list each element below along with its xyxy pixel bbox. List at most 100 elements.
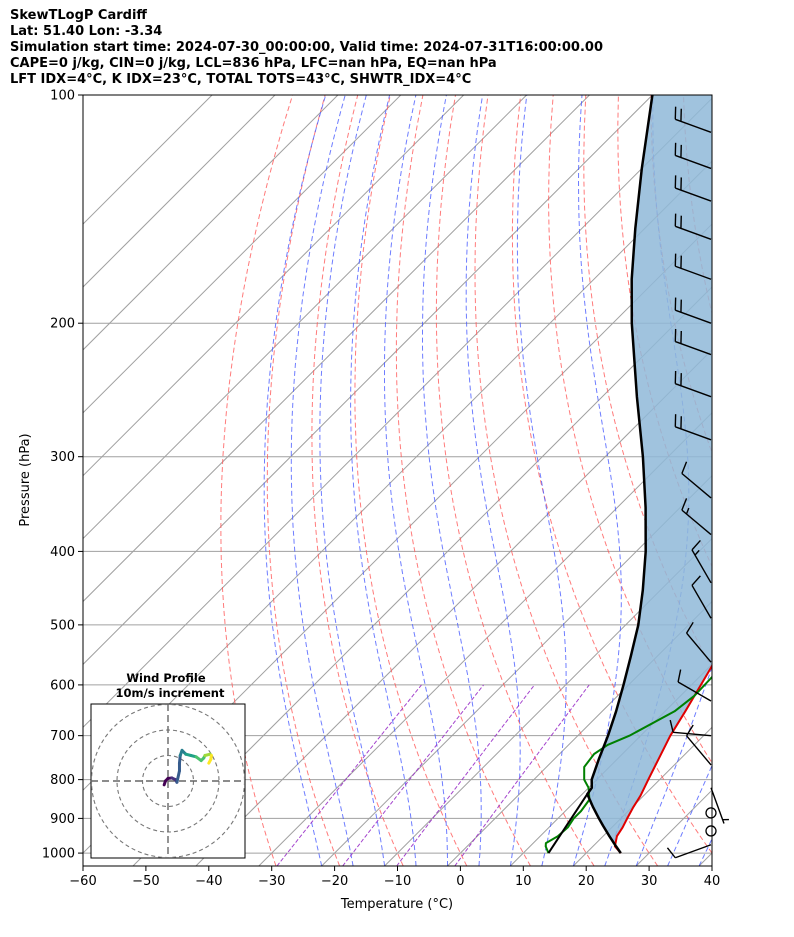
- hodograph-title: Wind Profile: [126, 671, 206, 685]
- calm-circle: [705, 807, 717, 819]
- x-tick-label: −40: [195, 874, 222, 889]
- isotherm: [83, 95, 465, 477]
- wind-barb: [681, 498, 712, 536]
- y-tick-label: 200: [50, 317, 75, 332]
- mixing-ratio-line: [276, 684, 422, 866]
- barb-shaft: [710, 787, 725, 824]
- dry-adiabat: [716, 95, 794, 866]
- dry-adiabat: [583, 95, 712, 670]
- hodograph-subtitle: 10m/s increment: [116, 686, 225, 700]
- y-tick-label: 500: [50, 618, 75, 633]
- y-tick-label: 700: [50, 729, 75, 744]
- wind-barb: [674, 106, 712, 133]
- isotherm: [83, 95, 527, 540]
- barb-flag: [691, 575, 701, 586]
- dry-adiabat: [266, 95, 341, 866]
- moist-adiabat: [263, 95, 327, 866]
- isotherm: [258, 412, 712, 866]
- dry-adiabat: [220, 95, 294, 866]
- isotherm: [83, 97, 712, 728]
- barb-shaft: [675, 154, 712, 170]
- barb-shaft: [691, 549, 712, 584]
- wind-barb: [705, 807, 717, 819]
- wind-barb: [710, 787, 729, 824]
- moist-adiabat: [516, 95, 567, 866]
- moist-adiabat: [698, 837, 712, 866]
- barb-flag: [691, 539, 701, 551]
- barb-shaft: [673, 731, 712, 737]
- header-indices-1: CAPE=0 j/kg, CIN=0 j/kg, LCL=836 hPa, LF…: [10, 56, 497, 71]
- barb-shaft: [675, 844, 712, 859]
- wind-barb: [685, 621, 712, 663]
- x-tick-label: −10: [384, 874, 411, 889]
- wind-barb: [669, 719, 712, 737]
- mixing-ratio-line: [396, 684, 535, 866]
- y-tick-label: 1000: [42, 847, 75, 862]
- dry-adiabat: [781, 95, 794, 866]
- wind-barb: [685, 724, 712, 766]
- x-tick-label: 0: [456, 874, 464, 889]
- moist-adiabat: [290, 95, 354, 866]
- isotherm: [132, 286, 712, 866]
- calm-circle: [705, 825, 717, 837]
- hodograph-plot: [91, 704, 245, 858]
- barb-shaft: [675, 426, 712, 441]
- dry-adiabat: [749, 95, 794, 866]
- barb-shaft: [675, 225, 712, 240]
- y-tick-label: 900: [50, 812, 75, 827]
- dry-adiabat: [395, 95, 531, 866]
- y-tick-label: 100: [50, 89, 75, 104]
- wind-barb: [674, 297, 712, 324]
- barb-shaft: [675, 118, 712, 133]
- header-title: SkewTLogP Cardiff: [10, 8, 147, 23]
- wind-barb: [674, 414, 712, 441]
- y-axis-label: Pressure (hPa): [18, 433, 33, 526]
- barb-flag: [681, 461, 688, 474]
- mixing-ratio-line: [342, 684, 484, 866]
- moist-adiabat: [667, 764, 712, 866]
- hodograph-segment: [175, 769, 181, 784]
- barb-shaft: [681, 472, 712, 499]
- dry-adiabat: [311, 95, 404, 866]
- isotherm: [83, 95, 213, 225]
- x-tick-label: −30: [258, 874, 285, 889]
- x-tick-label: −20: [321, 874, 348, 889]
- barb-shaft: [675, 187, 712, 202]
- x-tick-label: −50: [132, 874, 159, 889]
- y-tick-label: 300: [50, 450, 75, 465]
- parcel-shaded-area: [587, 95, 712, 854]
- barb-shaft: [675, 383, 712, 398]
- moist-adiabat: [384, 95, 448, 866]
- profile-lines: [544, 95, 712, 854]
- header-location: Lat: 51.40 Lon: -3.34: [10, 24, 163, 39]
- isotherm: [83, 95, 402, 414]
- x-tick-label: 10: [515, 874, 532, 889]
- wind-barb: [674, 213, 712, 240]
- barb-shaft: [675, 340, 712, 356]
- wind-barb: [666, 844, 712, 859]
- barb-shaft: [686, 632, 712, 663]
- isotherm: [384, 537, 712, 866]
- wind-barb: [674, 371, 712, 398]
- y-tick-label: 400: [50, 545, 75, 560]
- barb-flag: [666, 847, 676, 859]
- wind-barb: [674, 253, 712, 280]
- parcel-path-line: [586, 95, 654, 854]
- barb-half-flag: [685, 507, 690, 515]
- lcl-mixing-line: [547, 793, 589, 854]
- barb-half-flag: [694, 549, 700, 556]
- y-tick-label: 800: [50, 773, 75, 788]
- axes: −60 −50 −40 −30 −20 −10 0 10 20 30 40 100 200 300 400 5…: [42, 89, 720, 890]
- x-tick-label: 40: [704, 874, 721, 889]
- barb-flag: [685, 621, 694, 634]
- wind-barb: [674, 328, 712, 356]
- wind-barb: [691, 539, 712, 584]
- moist-adiabat: [422, 95, 482, 866]
- dry-adiabat: [474, 95, 659, 866]
- moist-adiabat: [572, 95, 622, 866]
- barb-flag: [681, 498, 688, 511]
- header-times: Simulation start time: 2024-07-30_00:00:…: [10, 40, 603, 55]
- x-tick-label: 20: [578, 874, 595, 889]
